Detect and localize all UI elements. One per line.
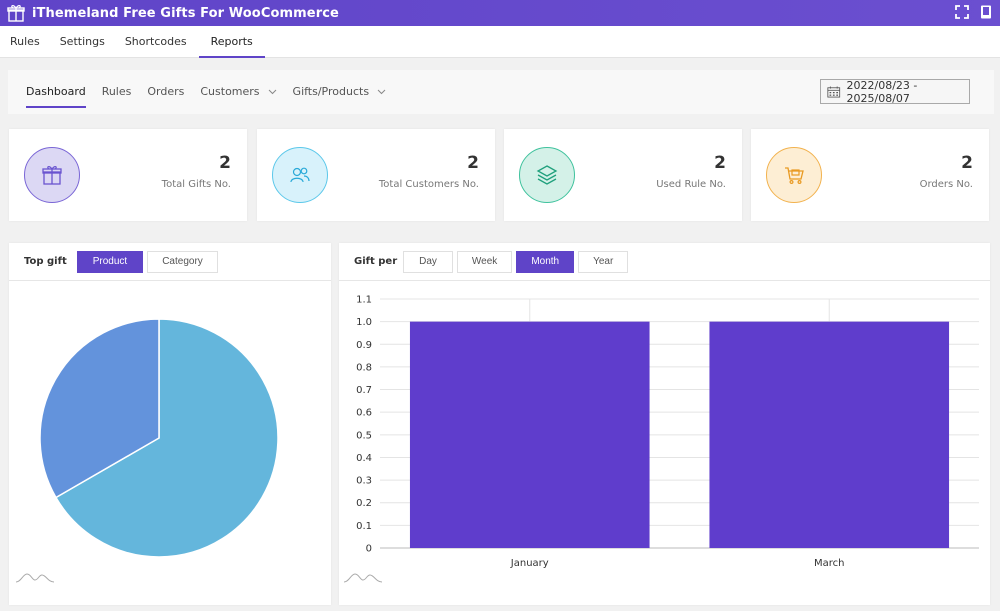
chevron-down-icon	[268, 89, 276, 95]
subtab-gifts-products[interactable]: Gifts/Products	[285, 70, 395, 114]
chart-logo-icon	[343, 573, 383, 583]
stat-label: Orders No.	[919, 179, 973, 190]
stat-label: Total Gifts No.	[161, 179, 231, 190]
tab-settings[interactable]: Settings	[59, 35, 105, 48]
subtab-dashboard[interactable]: Dashboard	[18, 70, 94, 114]
gift-per-header: Gift per Day Week Month Year	[339, 243, 990, 281]
y-tick-label: 0.4	[356, 453, 372, 464]
top-gift-pie-chart	[39, 318, 279, 558]
gifts-logo-icon	[7, 5, 25, 22]
stat-label: Used Rule No.	[656, 179, 726, 190]
calendar-icon	[827, 86, 841, 97]
product-toggle-button[interactable]: Product	[76, 250, 144, 273]
bar[interactable]	[709, 321, 950, 548]
category-toggle-button[interactable]: Category	[147, 250, 218, 273]
subtab-rules[interactable]: Rules	[94, 70, 140, 114]
y-tick-label: 0	[366, 544, 372, 555]
stat-card-total-gifts: 2 Total Gifts No.	[9, 129, 247, 221]
x-tick-label: January	[510, 558, 549, 569]
subtab-orders[interactable]: Orders	[139, 70, 192, 114]
tab-shortcodes[interactable]: Shortcodes	[124, 35, 187, 48]
stat-value: 2	[714, 153, 726, 173]
chevron-down-icon	[377, 89, 386, 95]
month-toggle-button[interactable]: Month	[516, 250, 575, 273]
y-tick-label: 1.1	[356, 295, 372, 306]
week-toggle-button[interactable]: Week	[456, 250, 513, 273]
y-tick-label: 0.8	[356, 362, 372, 373]
app-title: iThemeland Free Gifts For WooCommerce	[32, 5, 339, 21]
pie-slice[interactable]	[39, 318, 160, 499]
fullscreen-icon[interactable]	[954, 4, 970, 20]
main-nav: Rules Settings Shortcodes Reports	[0, 26, 1000, 58]
subtab-dashboard-label: Dashboard	[26, 85, 86, 98]
gift-per-panel: Gift per Day Week Month Year 0 0.1 0.2 0.3 0…	[339, 243, 990, 605]
top-gift-label: Top gift	[24, 256, 67, 267]
stat-icon-circle	[272, 147, 328, 203]
date-range-value: 2022/08/23 - 2025/08/07	[846, 78, 918, 105]
stat-card-total-customers: 2 Total Customers No.	[257, 129, 495, 221]
pie-slice[interactable]	[54, 318, 279, 558]
y-tick-label: 0.3	[356, 476, 372, 487]
stat-value: 2	[219, 153, 231, 173]
stat-icon-circle	[766, 147, 822, 203]
tab-reports[interactable]: Reports	[198, 26, 266, 58]
y-tick-label: 0.9	[356, 340, 372, 351]
y-tick-label: 0.6	[356, 408, 372, 419]
reports-subnav: Dashboard Rules Orders Customers Gifts/P…	[8, 70, 994, 114]
subtab-rules-label: Rules	[101, 85, 132, 98]
subtab-customers[interactable]: Customers	[192, 70, 284, 114]
day-toggle-button[interactable]: Day	[403, 250, 453, 273]
stat-value: 2	[467, 153, 479, 173]
subtab-orders-label: Orders	[147, 85, 185, 98]
y-tick-label: 0.1	[356, 521, 372, 532]
book-icon[interactable]	[978, 4, 994, 20]
stat-label: Total Customers No.	[378, 179, 479, 190]
users-icon	[290, 167, 310, 183]
subtab-gifts-products-label: Gifts/Products	[292, 85, 370, 98]
gift-per-label: Gift per	[354, 256, 398, 267]
top-gift-panel: Top gift Product Category	[9, 243, 331, 605]
tab-rules[interactable]: Rules	[10, 35, 40, 48]
date-range-picker[interactable]: 2022/08/23 - 2025/08/07	[820, 78, 970, 105]
y-tick-label: 0.7	[356, 385, 372, 396]
y-tick-label: 0.2	[356, 498, 372, 509]
chart-logo-icon	[15, 573, 55, 583]
stat-icon-circle	[24, 147, 80, 203]
app-header: iThemeland Free Gifts For WooCommerce	[0, 0, 1000, 26]
top-gift-header: Top gift Product Category	[9, 243, 331, 281]
stat-icon-circle	[519, 147, 575, 203]
stat-value: 2	[961, 153, 973, 173]
subtab-customers-label: Customers	[200, 85, 260, 98]
stat-card-used-rule: 2 Used Rule No.	[504, 129, 742, 221]
layers-icon	[536, 165, 558, 185]
stat-card-orders: 2 Orders No.	[751, 129, 989, 221]
cart-icon	[785, 167, 804, 185]
y-tick-label: 0.5	[356, 430, 372, 441]
bar[interactable]	[409, 321, 650, 548]
y-tick-label: 1.0	[356, 317, 372, 328]
gift-per-bar-chart: 0 0.1 0.2 0.3 0.4 0.5 0.6 0.7 0.8 0.9 1.0 1.1 Januar…	[356, 295, 979, 569]
gift-icon	[42, 166, 62, 185]
x-tick-label: March	[814, 558, 844, 569]
year-toggle-button[interactable]: Year	[578, 250, 629, 273]
